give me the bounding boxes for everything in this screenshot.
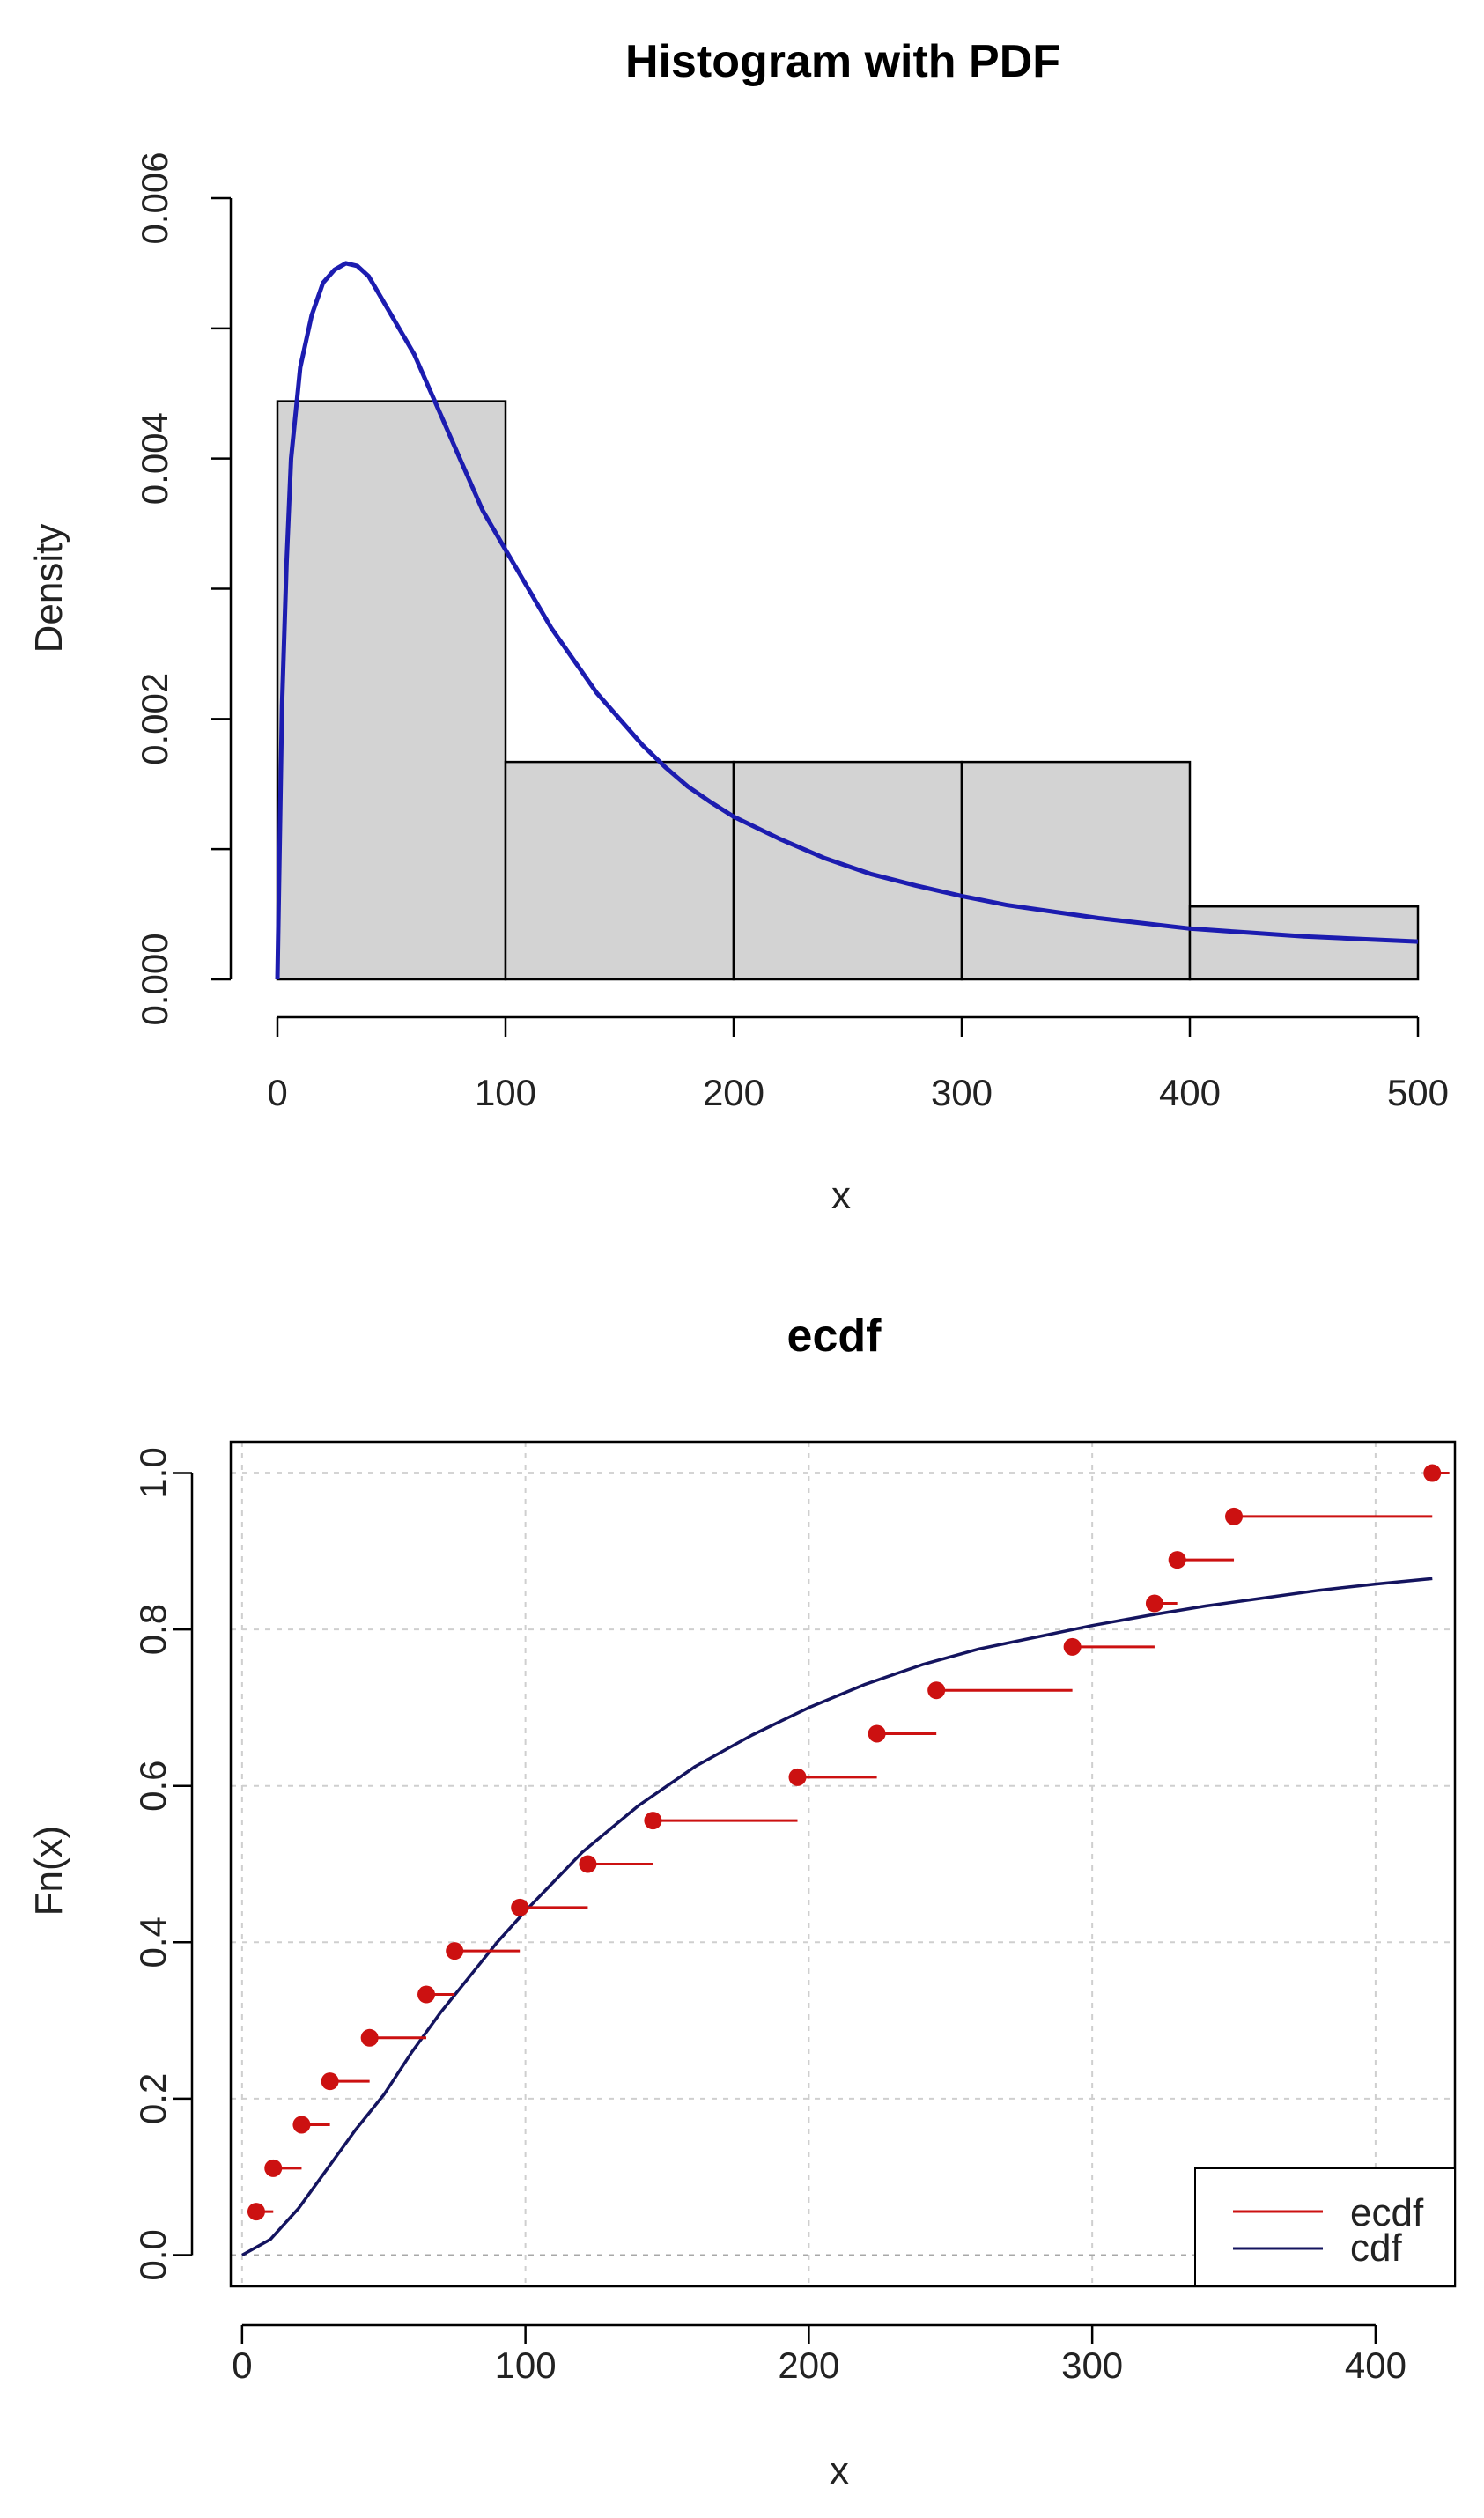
y-tick-label: 0.006 [134,151,175,244]
pdf-curve [275,261,1419,980]
x-tick-label: 0 [232,2344,252,2386]
x-axis-title: x [830,2449,849,2492]
y-tick-label: 0.8 [132,1604,174,1655]
ecdf-point [247,2203,265,2221]
y-tick-label: 0.2 [132,2073,174,2124]
ecdf-point [1168,1551,1186,1569]
ecdf-point [446,1942,464,1960]
legend-label-cdf: cdf [1350,2226,1402,2270]
y-tick-label: 1.0 [132,1447,174,1498]
ecdf-point [1063,1637,1082,1656]
ecdf-point [292,2116,311,2134]
ecdf-point [927,1681,946,1700]
x-tick-label: 300 [1061,2344,1123,2386]
y-tick-label: 0.6 [132,1761,174,1812]
chart-title: ecdf [787,1311,882,1362]
ecdf-point [511,1898,529,1916]
legend-label-ecdf: ecdf [1350,2191,1424,2234]
x-tick-label: 400 [1159,1072,1221,1113]
y-axis-title: Density [27,524,70,653]
x-tick-label: 200 [778,2344,839,2386]
ecdf-point [264,2159,283,2177]
y-axis-title: Fn(x) [27,1826,70,1916]
pdf-curve-group [275,261,1419,980]
y-axis: 0.0 0.2 0.4 0.6 0.8 1.0 [132,1447,194,2281]
y-tick-label: 0.004 [134,412,175,505]
x-tick-label: 100 [495,2344,557,2386]
x-tick-label: 300 [931,1072,993,1113]
y-tick-label: 0.4 [132,1916,174,1968]
ecdf-steps [247,1464,1450,2221]
histogram-bar [1188,905,1420,981]
y-tick-label: 0.0 [132,2229,174,2280]
chart-title: Histogram with PDF [625,36,1060,87]
ecdf-point [321,2072,339,2091]
x-tick-label: 200 [703,1072,764,1113]
cdf-curve-group [241,1577,1433,2257]
histogram-panel: Histogram with PDF 0 100 200 300 400 500 0.00… [27,36,1449,1217]
histogram-bar [504,760,735,981]
x-tick-label: 100 [475,1072,536,1113]
y-axis: 0.000 0.002 0.004 0.006 [134,151,233,1026]
ecdf-point [644,1812,662,1830]
ecdf-point [1423,1464,1442,1482]
y-tick-label: 0.002 [134,673,175,765]
histogram-bar [960,760,1192,981]
x-tick-label: 0 [267,1072,287,1113]
ecdf-point [1225,1507,1244,1525]
y-tick-label: 0.000 [134,933,175,1025]
histogram-bar [276,400,507,981]
x-axis-title: x [831,1174,851,1217]
cdf-curve [241,1577,1433,2257]
ecdf-point [579,1855,597,1873]
ecdf-point [788,1768,807,1786]
grid [231,1442,1455,2286]
ecdf-point [1145,1594,1163,1613]
x-axis: 0 100 200 300 400 500 [267,1015,1449,1113]
histogram-bar [732,760,963,981]
plot-box [229,1440,1457,2288]
x-tick-label: 400 [1345,2344,1406,2386]
ecdf-panel: ecdf 0 100 200 300 400 0.00.20.40.60.81.0 x … [27,1311,1457,2492]
histogram-bars [276,400,1420,981]
ecdf-point [360,2028,379,2047]
x-axis: 0 100 200 300 400 [232,2323,1406,2386]
ecdf-point [868,1724,886,1743]
legend-box [1194,2167,1456,2287]
x-tick-label: 500 [1387,1072,1449,1113]
legend: ecdf cdf [1194,2167,1456,2287]
ecdf-point [417,1985,436,2004]
